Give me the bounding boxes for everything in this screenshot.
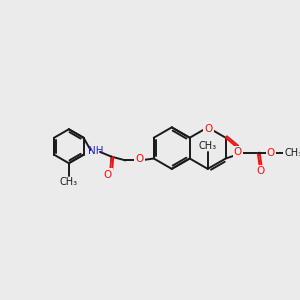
- Text: NH: NH: [88, 146, 103, 156]
- Text: O: O: [234, 147, 242, 157]
- Text: O: O: [267, 148, 275, 158]
- Text: O: O: [256, 166, 265, 176]
- Text: CH₃: CH₃: [199, 141, 217, 151]
- Text: CH₃: CH₃: [60, 177, 78, 187]
- Text: CH₃: CH₃: [285, 148, 300, 158]
- Text: O: O: [103, 169, 112, 179]
- Text: O: O: [136, 154, 144, 164]
- Text: O: O: [205, 124, 213, 134]
